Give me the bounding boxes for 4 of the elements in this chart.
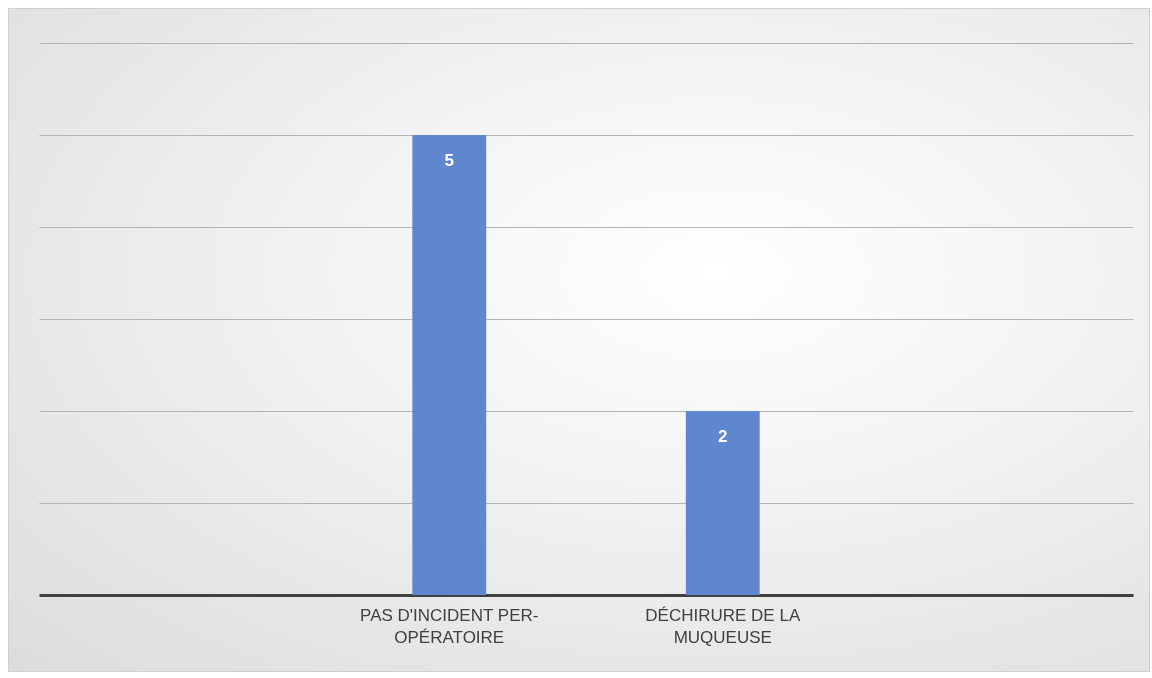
data-label: 5 [444,151,454,170]
x-tick-label: PAS D'INCIDENT PER-OPÉRATOIRE [360,605,539,647]
x-tick-label: DÉCHIRURE DE LA MUQUEUSE [645,605,801,647]
data-label: 2 [718,427,728,446]
